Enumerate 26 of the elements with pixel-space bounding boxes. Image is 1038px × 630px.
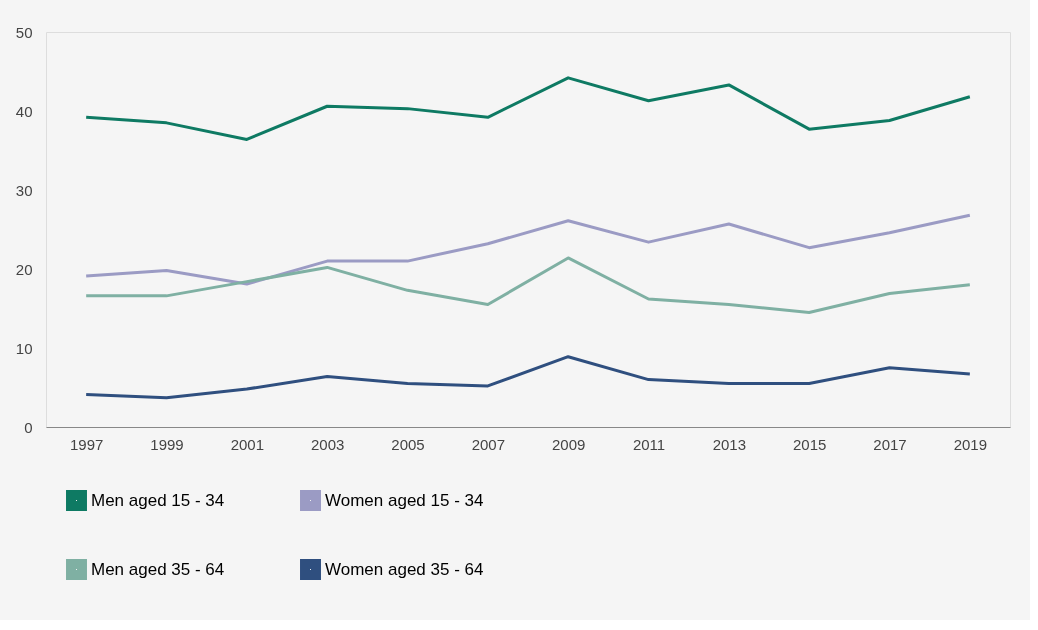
x-tick-label: 2011 [632, 435, 666, 453]
y-tick-label: 20 [15, 260, 33, 278]
line-series [84, 213, 972, 286]
x-tick-label: 1997 [69, 435, 104, 453]
x-tick-label: 2007 [471, 435, 506, 453]
legend-label: Men aged 35 - 64 [91, 559, 225, 579]
y-tick-label: 50 [15, 23, 33, 41]
y-tick-label: 0 [24, 418, 33, 436]
x-tick-label: 2017 [873, 435, 907, 453]
line-series [84, 355, 972, 400]
legend-label: Women aged 35 - 64 [325, 559, 484, 579]
legend-label: Women aged 15 - 34 [325, 490, 484, 510]
y-tick-label: 30 [15, 181, 33, 199]
line-series [84, 76, 972, 141]
y-tick-label: 40 [15, 102, 33, 120]
x-tick-label: 2001 [230, 435, 265, 453]
x-tick-label: 2015 [792, 435, 827, 453]
y-tick-label: 10 [15, 339, 33, 357]
x-tick-label: 2003 [310, 435, 345, 453]
line-series [84, 256, 972, 314]
x-tick-label: 2013 [712, 435, 747, 453]
x-tick-label: 1999 [150, 435, 184, 453]
x-tick-label: 2019 [953, 435, 988, 453]
x-tick-label: 2009 [551, 435, 586, 453]
x-tick-label: 2005 [391, 435, 425, 453]
legend-label: Men aged 15 - 34 [91, 490, 225, 510]
